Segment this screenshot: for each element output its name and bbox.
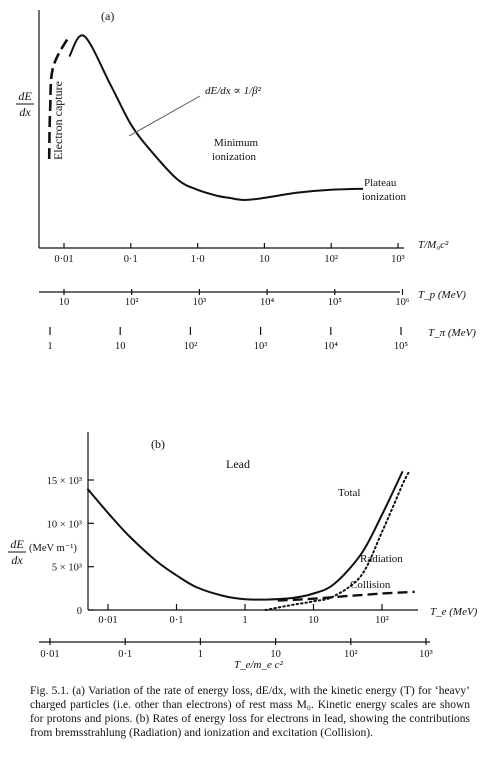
panel-a-ylabel-den: dx (19, 105, 31, 119)
proton-scale-tick-label: 10 (59, 297, 70, 308)
panel-b-title: Lead (226, 457, 250, 471)
panel-b-ylabel-num: dE (10, 537, 24, 551)
panel-b-y-tick-label: 0 (77, 606, 82, 617)
proton-scale-tick-label: 10³ (193, 297, 207, 308)
minimum-ionization-label-1: Minimum (214, 137, 258, 149)
panel-b-y-tick-label: 5 × 10³ (52, 563, 82, 574)
series-total-line (86, 470, 404, 601)
electron-capture-curve (47, 35, 71, 160)
panel-b-y-tick-label: 10 × 10³ (47, 519, 82, 530)
proton-scale-label: T_p (MeV) (418, 289, 466, 301)
panel-a-x-tick-label: 10 (259, 254, 270, 265)
panel-b-xlabel: T_e (MeV) (430, 606, 478, 618)
panel-b-second-axis-tick-label: 10³ (419, 649, 433, 660)
proton-scale-ticks: 10 10² 10³ 10⁴ 10⁵ 10⁶ (59, 289, 410, 308)
pion-scale-tick-label: 10 (115, 341, 126, 352)
relation-label: dE/dx ∝ 1/β² (205, 85, 262, 97)
panel-b-second-axis-tick-label: 0·1 (118, 649, 132, 660)
figure-caption: Fig. 5.1. (a) Variation of the rate of e… (30, 684, 470, 740)
panel-b: (b) Lead dE dx (MeV m⁻¹) 0 5 × 10³ 10 × 10… (8, 432, 478, 671)
series-collision-line (277, 590, 415, 602)
panel-b-y-ticks: 0 5 × 10³ 10 × 10³ 15 × 10³ (47, 476, 94, 617)
panel-b-second-axis-label: T_e/m_e c² (234, 659, 284, 671)
panel-b-label: (b) (151, 437, 165, 451)
energy-loss-curve (68, 34, 364, 202)
minimum-ionization-label-2: ionization (212, 151, 256, 163)
panel-a-main-ticks: 0·01 0·1 1·0 10 10² 10³ (54, 243, 405, 265)
panel-a-label: (a) (101, 9, 114, 23)
panel-b-second-axis-tick-label: 0·01 (40, 649, 59, 660)
series-collision-label: Collision (350, 579, 391, 591)
proton-scale-tick-label: 10⁶ (395, 297, 410, 308)
panel-b-x-ticks: 0·01 0·1 1 10 10² (98, 604, 389, 626)
panel-a-x-tick-label: 1·0 (191, 254, 205, 265)
pion-scale-tick-label: 10⁴ (324, 341, 339, 352)
plateau-ionization-label-2: ionization (362, 191, 406, 203)
panel-b-second-axis-ticks: 0·01 0·1 1 10 10² 10³ (40, 638, 433, 660)
panel-b-ylabel-den: dx (11, 553, 23, 567)
panel-b-ylabel-units: (MeV m⁻¹) (29, 543, 77, 554)
panel-b-x-tick-label: 10² (375, 615, 389, 626)
panel-a-x-tick-label: 0·01 (54, 254, 73, 265)
panel-b-x-tick-label: 1 (242, 615, 247, 626)
panel-a: (a) dE dx 0·01 0·1 1·0 10 10² 10³ T/M₀c² 10 10… (16, 9, 476, 352)
caption-text: (a) Variation of the rate of energy loss… (30, 685, 470, 739)
caption-fig-label: Fig. 5.1. (30, 685, 69, 697)
panel-a-ylabel-num: dE (18, 89, 32, 103)
pion-scale-tick-label: 10² (184, 341, 198, 352)
panel-b-second-axis-tick-label: 1 (198, 649, 203, 660)
series-total-label: Total (338, 487, 360, 499)
panel-b-x-tick-label: 0·1 (170, 615, 184, 626)
electron-capture-label: Electron capture (51, 81, 65, 160)
plateau-ionization-label-1: Plateau (364, 177, 397, 189)
panel-a-xlabel: T/M₀c² (418, 239, 449, 251)
proton-scale-tick-label: 10⁵ (328, 297, 343, 308)
proton-scale-tick-label: 10² (125, 297, 139, 308)
panel-b-x-tick-label: 10 (308, 615, 319, 626)
panel-a-x-tick-label: 10³ (391, 254, 405, 265)
relation-pointer-line (128, 95, 201, 137)
pion-scale-ticks: 1 10 10² 10³ 10⁴ 10⁵ (47, 327, 408, 352)
pion-scale-tick-label: 10³ (254, 341, 268, 352)
proton-scale-tick-label: 10⁴ (260, 297, 275, 308)
pion-scale-tick-label: 1 (47, 341, 52, 352)
panel-b-x-tick-label: 0·01 (98, 615, 117, 626)
panel-b-second-axis-tick-label: 10 (270, 649, 281, 660)
panel-b-second-axis-tick-label: 10² (344, 649, 358, 660)
panel-b-y-tick-label: 15 × 10³ (47, 476, 82, 487)
series-radiation-label: Radiation (360, 553, 403, 565)
panel-a-x-tick-label: 10² (324, 254, 338, 265)
pion-scale-label: T_π (MeV) (428, 327, 476, 339)
pion-scale-tick-label: 10⁵ (394, 341, 409, 352)
series-radiation-line (264, 470, 411, 611)
panel-a-x-tick-label: 0·1 (124, 254, 138, 265)
